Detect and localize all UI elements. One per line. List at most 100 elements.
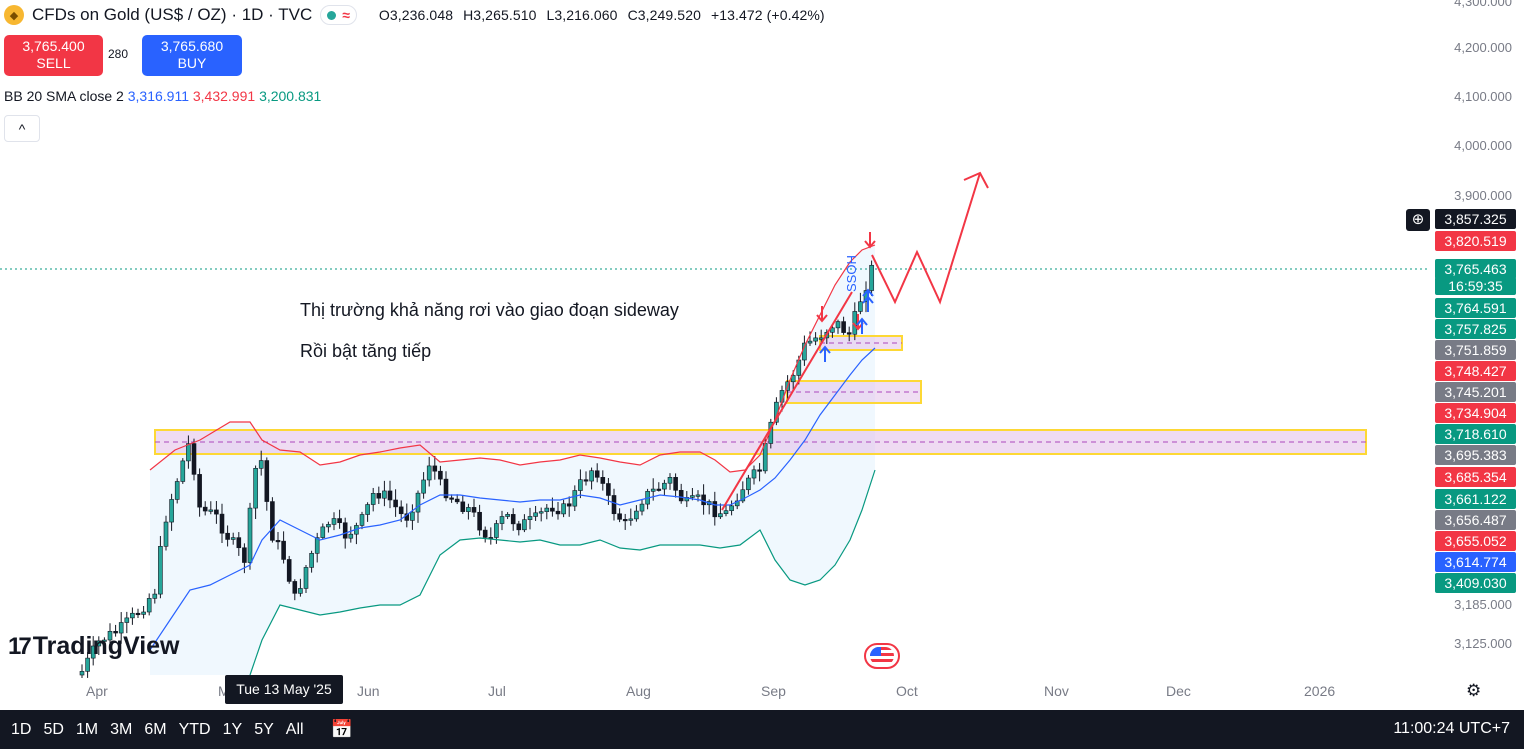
candle-body bbox=[247, 507, 253, 563]
candle-body bbox=[432, 465, 438, 472]
candle-body bbox=[701, 494, 706, 506]
candle-body bbox=[555, 510, 561, 515]
x-axis-label: 2026 bbox=[1304, 683, 1336, 699]
change-value: +13.472 (+0.42%) bbox=[710, 7, 825, 23]
tradingview-logo[interactable]: 17 TradingView bbox=[8, 632, 180, 661]
tradingview-mark: 17 bbox=[8, 632, 32, 660]
indicator-legend[interactable]: BB 20 SMA close 2 3,316.911 3,432.991 3,… bbox=[4, 88, 321, 104]
low-value: L3,216.060 bbox=[546, 7, 618, 23]
symbol-title[interactable]: CFDs on Gold (US$ / OZ) · 1D · TVC bbox=[32, 5, 313, 24]
sell-button[interactable]: 3,765.400 SELL bbox=[4, 35, 103, 76]
candle-body bbox=[281, 540, 286, 560]
candle-body bbox=[197, 474, 202, 508]
candle-body bbox=[382, 490, 387, 499]
candle-body bbox=[96, 640, 102, 647]
candle-body bbox=[566, 503, 572, 507]
y-axis-label: 3,185.000 bbox=[1454, 597, 1512, 612]
utc-clock[interactable]: 11:00:24 UTC+7 bbox=[1393, 720, 1510, 737]
trend-line bbox=[721, 291, 853, 511]
ohlc-values: O3,236.048 H3,265.510 L3,216.060 C3,249.… bbox=[379, 7, 831, 23]
candle-body bbox=[286, 559, 292, 582]
candlestick-series bbox=[79, 260, 874, 679]
timeframe-all[interactable]: All bbox=[285, 720, 304, 738]
y-axis-label: 4,100.000 bbox=[1454, 89, 1512, 104]
market-status[interactable]: ≈ bbox=[320, 5, 357, 25]
candle-body bbox=[611, 495, 617, 515]
candle-body bbox=[270, 501, 275, 541]
candle-body bbox=[594, 470, 600, 478]
candle-body bbox=[667, 477, 673, 484]
candle-body bbox=[387, 490, 393, 501]
candle-body bbox=[443, 478, 449, 499]
candle-body bbox=[494, 523, 499, 538]
candle-body bbox=[690, 495, 695, 498]
candle-body bbox=[561, 503, 566, 515]
price-chart[interactable]: SSOH bbox=[0, 0, 1524, 710]
timeframe-5d[interactable]: 5D bbox=[43, 720, 64, 738]
timeframe-1y[interactable]: 1Y bbox=[222, 720, 243, 738]
candle-body bbox=[606, 483, 611, 496]
timeframe-3m[interactable]: 3M bbox=[110, 720, 133, 738]
candle-body bbox=[292, 581, 298, 594]
price-tag: 3,764.591 bbox=[1435, 298, 1516, 318]
candle-body bbox=[337, 518, 342, 524]
add-plus-icon[interactable]: ⊕ bbox=[1406, 209, 1430, 231]
timeframe-5y[interactable]: 5Y bbox=[254, 720, 274, 738]
candle-body bbox=[656, 488, 662, 491]
price-tag: 3,765.463 bbox=[1435, 259, 1516, 279]
tradingview-logo-text: TradingView bbox=[32, 632, 180, 660]
us-flag-event-icon[interactable] bbox=[864, 643, 900, 669]
candle-body bbox=[818, 337, 824, 340]
candle-body bbox=[85, 657, 90, 672]
candle-body bbox=[634, 510, 639, 520]
collapse-legend-button[interactable]: ^ bbox=[4, 115, 40, 142]
candle-body bbox=[589, 470, 594, 482]
spread-value: 280 bbox=[108, 47, 129, 61]
price-tag: 3,661.122 bbox=[1435, 489, 1516, 509]
candle-body bbox=[460, 501, 466, 512]
calendar-range-icon[interactable]: 📅 bbox=[330, 719, 353, 739]
bollinger-lower-line bbox=[249, 469, 876, 676]
candle-body bbox=[841, 321, 846, 333]
buy-button[interactable]: 3,765.680 BUY bbox=[142, 35, 242, 76]
up-arrow-icon bbox=[819, 288, 874, 362]
bollinger-basis-line bbox=[149, 347, 876, 651]
candle-body bbox=[180, 460, 186, 482]
x-axis-label: Apr bbox=[86, 683, 108, 699]
candle-body bbox=[135, 612, 141, 616]
sell-label: SELL bbox=[36, 55, 71, 71]
close-value: C3,249.520 bbox=[627, 7, 701, 23]
candle-body bbox=[130, 612, 135, 619]
candle-body bbox=[236, 537, 242, 549]
candle-body bbox=[376, 493, 382, 499]
annotation-text-2[interactable]: Rồi bật tăng tiếp bbox=[300, 341, 432, 361]
candle-body bbox=[807, 340, 813, 344]
candle-body bbox=[230, 537, 236, 540]
x-axis-label: Nov bbox=[1044, 683, 1069, 699]
price-tag: 3,695.383 bbox=[1435, 445, 1516, 465]
indicator-basis-value: 3,316.911 bbox=[127, 88, 189, 104]
price-tag: 3,857.325 bbox=[1435, 209, 1516, 229]
candle-body bbox=[208, 509, 214, 512]
candle-body bbox=[438, 470, 443, 480]
candle-body bbox=[751, 469, 757, 479]
price-tag: 3,409.030 bbox=[1435, 573, 1516, 593]
crosshair-date-label: Tue 13 May '25 bbox=[225, 675, 343, 704]
price-tag: 3,751.859 bbox=[1435, 340, 1516, 360]
bollinger-upper-line bbox=[149, 244, 876, 473]
annotation-text-1[interactable]: Thị trường khả năng rơi vào giao đoạn si… bbox=[300, 300, 679, 320]
timeframe-1d[interactable]: 1D bbox=[11, 720, 32, 738]
candle-body bbox=[510, 514, 516, 525]
candle-body bbox=[673, 477, 678, 491]
candle-body bbox=[522, 519, 527, 531]
timeframe-6m[interactable]: 6M bbox=[144, 720, 167, 738]
chevron-up-icon: ^ bbox=[18, 120, 26, 137]
settings-icon[interactable]: ⚙ bbox=[1466, 681, 1482, 700]
indicator-lower-value: 3,200.831 bbox=[259, 88, 322, 104]
candle-body bbox=[846, 332, 852, 335]
candle-body bbox=[359, 514, 365, 526]
timeframe-ytd[interactable]: YTD bbox=[178, 720, 211, 738]
timeframe-1m[interactable]: 1M bbox=[75, 720, 99, 738]
candle-body bbox=[258, 460, 264, 469]
candle-body bbox=[835, 321, 841, 329]
